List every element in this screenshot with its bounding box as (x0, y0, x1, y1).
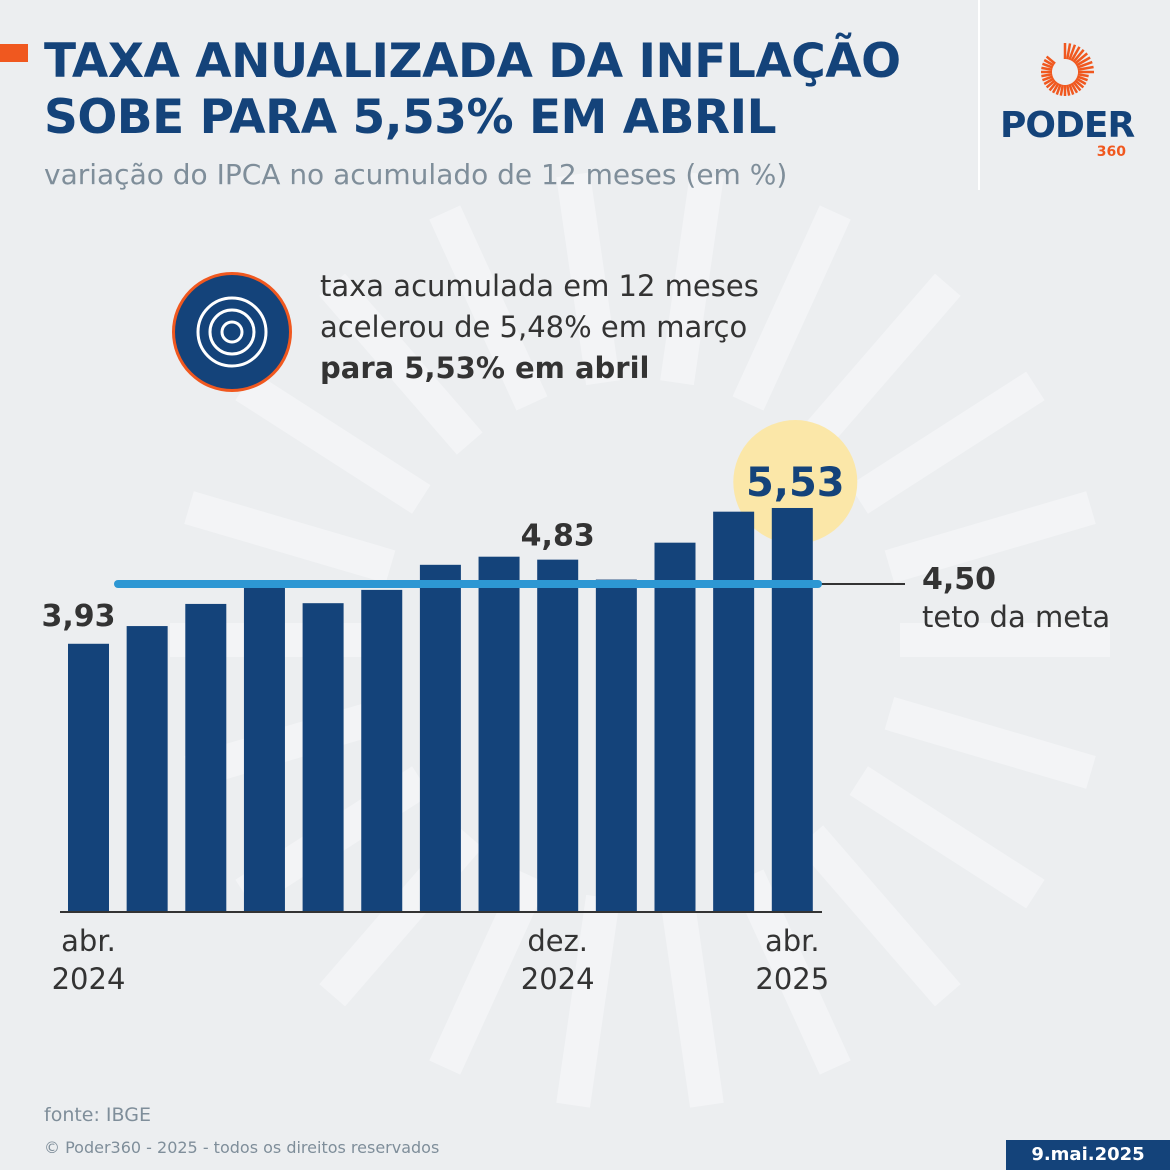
bar (126, 626, 168, 912)
background-ray (849, 766, 1045, 909)
title-line-1: TAXA ANUALIZADA DA INFLAÇÃO (44, 34, 901, 89)
note-line-1: taxa acumulada em 12 meses (320, 269, 759, 303)
data-label: 5,53 (746, 460, 845, 506)
title-line-2: SOBE PARA 5,53% EM ABRIL (44, 90, 777, 145)
background-ray (660, 172, 724, 386)
note-line-3: para 5,53% em abril (320, 351, 650, 385)
tick-year: 2024 (51, 962, 126, 996)
background-ray (732, 869, 851, 1075)
bar (478, 556, 520, 912)
bar (302, 603, 344, 912)
background-ray (184, 491, 396, 584)
bar (771, 507, 813, 912)
x-tick-label: dez. 2024 (498, 922, 618, 998)
logo-number: 360 (1096, 144, 1126, 160)
background-ray (849, 371, 1045, 514)
highlight-note: taxa acumulada em 12 meses acelerou de 5… (320, 266, 759, 389)
x-tick-label: abr. 2025 (732, 922, 852, 998)
note-line-2: acelerou de 5,48% em março (320, 310, 748, 344)
bar (243, 584, 285, 912)
bar (361, 589, 403, 912)
reference-label: teto da meta (922, 600, 1111, 634)
tick-month: abr. (61, 924, 116, 958)
source: fonte: IBGE (44, 1104, 151, 1126)
subtitle: variação do IPCA no acumulado de 12 mese… (44, 158, 788, 191)
bar (68, 643, 109, 912)
logo-word: PODER (1000, 105, 1135, 146)
date-badge: 9.mai.2025 (1006, 1140, 1170, 1170)
background-ray (884, 491, 1096, 584)
accent-bar (0, 44, 28, 62)
background-ray (732, 205, 851, 411)
bar (537, 559, 579, 912)
background-ray (235, 371, 431, 514)
background-ray (884, 696, 1096, 789)
tick-year: 2025 (755, 962, 830, 996)
data-label: 3,93 (41, 599, 115, 634)
background-ray (797, 825, 961, 1007)
data-label: 4,83 (521, 519, 595, 554)
bar (419, 564, 461, 912)
sun-icon (1041, 43, 1094, 96)
poder360-logo: PODER 360 (1000, 40, 1135, 160)
background-ray (429, 205, 548, 411)
background-ray (556, 894, 620, 1108)
background-ray (556, 172, 620, 386)
background-ray (797, 273, 961, 455)
page-title: TAXA ANUALIZADA DA INFLAÇÃO SOBE PARA 5,… (44, 34, 901, 146)
target-icon (172, 272, 292, 392)
reference-value: 4,50 (922, 562, 997, 597)
tick-month: abr. (764, 924, 820, 958)
copyright: © Poder360 - 2025 - todos os direitos re… (44, 1138, 440, 1157)
bar (185, 603, 227, 912)
bar (595, 579, 637, 912)
bar (713, 511, 755, 912)
tick-month: dez. (527, 924, 589, 958)
divider (978, 0, 980, 190)
tick-year: 2024 (520, 962, 595, 996)
bar (654, 542, 696, 912)
background-ray (660, 894, 724, 1108)
highlight-circle (733, 420, 858, 544)
x-tick-label: abr. 2024 (29, 922, 149, 998)
background-ray (319, 273, 483, 455)
